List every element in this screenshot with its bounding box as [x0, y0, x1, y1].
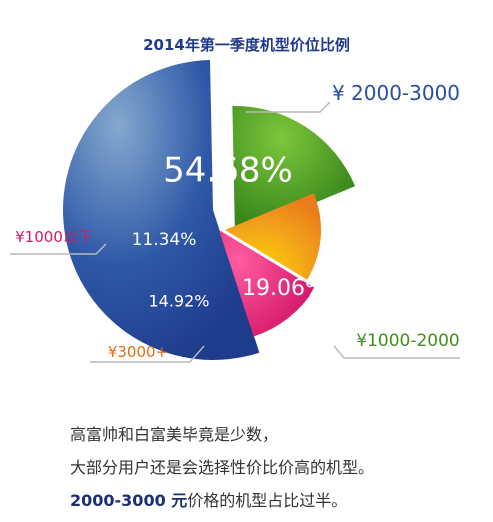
leader-line-1	[246, 101, 331, 113]
pie-slice-1	[63, 60, 260, 360]
pie-slice-2	[232, 106, 356, 236]
leader-line-4	[10, 243, 107, 255]
caption-line-3-rest: 价格的机型占比过半。	[187, 491, 348, 510]
slice-percent-label-4: 11.34%	[132, 230, 197, 250]
pie-slice-4	[219, 230, 315, 337]
category-label-4: ¥1000以下	[15, 228, 93, 246]
leader-line-3	[90, 345, 205, 363]
category-label-3: ¥3000+	[108, 343, 168, 361]
caption-line-3: 2000-3000 元价格的机型占比过半。	[70, 484, 490, 517]
chart-title: 2014年第一季度机型价位比例	[143, 36, 350, 54]
leader-line-2	[333, 345, 460, 359]
category-label-1: ¥ 2000-3000	[332, 81, 460, 105]
caption-line-1: 高富帅和白富美毕竟是少数，	[70, 425, 279, 444]
caption-highlight: 2000-3000 元	[70, 491, 188, 510]
slice-percent-label-1: 54.68%	[163, 151, 293, 191]
pie-slice-3	[225, 193, 322, 280]
slice-percent-label-3: 14.92%	[148, 292, 209, 311]
caption: 高富帅和白富美毕竟是少数， 大部分用户还是会选择性价比价高的机型。 2000-3…	[70, 418, 490, 517]
category-label-2: ¥1000-2000	[356, 331, 459, 351]
caption-line-2: 大部分用户还是会选择性价比价高的机型。	[70, 458, 375, 477]
slice-percent-label-2: 19.06%	[242, 276, 326, 301]
